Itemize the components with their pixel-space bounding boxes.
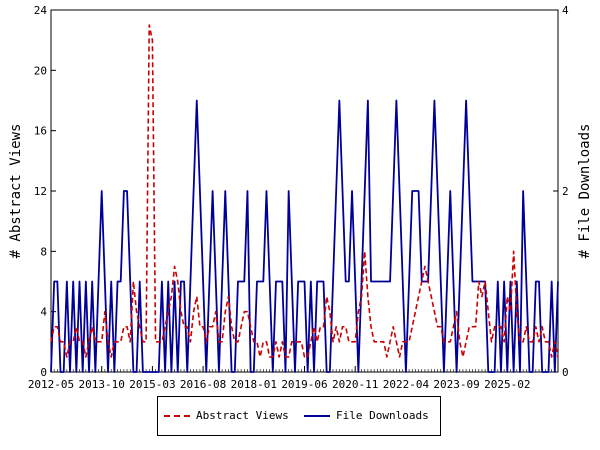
y-left-tick-label: 16 [34,125,47,138]
legend-swatch-views [164,414,190,417]
legend-label-downloads: File Downloads [336,409,429,422]
legend-item-downloads: File Downloads [304,409,429,422]
legend-item-views: Abstract Views [164,409,289,422]
y-right-tick-label: 2 [562,185,569,198]
x-tick-label: 2023-09 [433,378,479,391]
legend-swatch-downloads [304,414,330,417]
y-right-tick-label: 0 [562,366,569,379]
x-tick-label: 2019-06 [281,378,327,391]
x-tick-label: 2012-05 [28,378,74,391]
x-tick-label: 2015-03 [129,378,175,391]
x-tick-label: 2016-08 [180,378,226,391]
x-tick-label: 2022-04 [383,378,430,391]
legend-label-views: Abstract Views [196,409,289,422]
x-tick-label: 2020-11 [332,378,378,391]
series-layer [50,24,559,373]
y-left-tick-label: 4 [40,306,47,319]
y-left-tick-label: 20 [34,64,47,77]
x-tick-label: 2013-10 [79,378,125,391]
plot-area [50,9,559,373]
abstract-views-line [50,24,559,358]
y-right-axis-title: # File Downloads [577,124,593,259]
x-tick-label: 2025-02 [484,378,530,391]
y-left-tick-label: 8 [40,245,47,258]
legend: Abstract Views File Downloads [157,396,441,436]
y-left-axis-title: # Abstract Views [8,124,24,259]
y-left-tick-label: 0 [40,366,47,379]
y-left-tick-label: 24 [34,4,48,17]
y-left-axis-ticks: 0 4 8 12 16 20 24 [34,4,56,379]
x-axis-ticks: 2012-05 2013-10 2015-03 2016-08 2018-01 2019-… [28,366,530,391]
y-left-tick-label: 12 [34,185,47,198]
x-tick-label: 2018-01 [231,378,277,391]
y-right-tick-label: 4 [562,4,569,17]
file-downloads-line [50,99,559,373]
